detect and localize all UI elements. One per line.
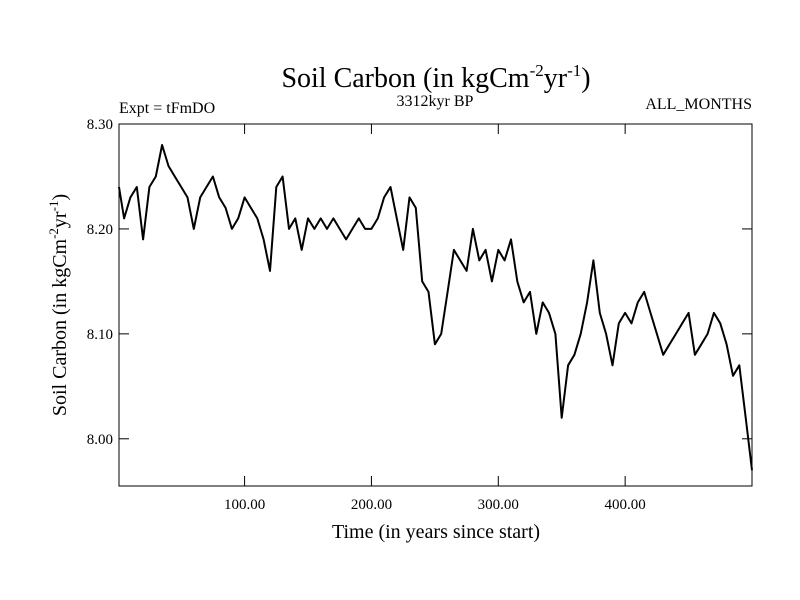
x-axis-label: Time (in years since start): [332, 521, 540, 543]
y-axis-label: Soil Carbon (in kgCm-2yr-1): [46, 194, 71, 416]
subtitle-experiment: Expt = tFmDO: [119, 100, 215, 117]
y-tick-label: 8.30: [87, 117, 113, 133]
subtitle-months: ALL_MONTHS: [645, 96, 752, 113]
x-tick-label: 200.00: [351, 497, 392, 513]
subtitle-period: 3312kyr BP: [397, 93, 474, 110]
plot-frame: [118, 123, 753, 487]
y-tick-label: 8.20: [87, 222, 113, 238]
x-axis-ticks: 100.00 200.00 300.00 400.00: [224, 124, 646, 513]
y-tick-label: 8.10: [87, 327, 113, 343]
x-tick-label: 300.00: [478, 497, 519, 513]
series-line: [118, 144, 753, 471]
y-axis-ticks: 8.00 8.10 8.20 8.30: [87, 117, 752, 448]
x-tick-label: 100.00: [224, 497, 265, 513]
chart-title: Soil Carbon (in kgCm-2yr-1): [281, 61, 590, 94]
y-tick-label: 8.00: [87, 432, 113, 448]
x-tick-label: 400.00: [605, 497, 646, 513]
